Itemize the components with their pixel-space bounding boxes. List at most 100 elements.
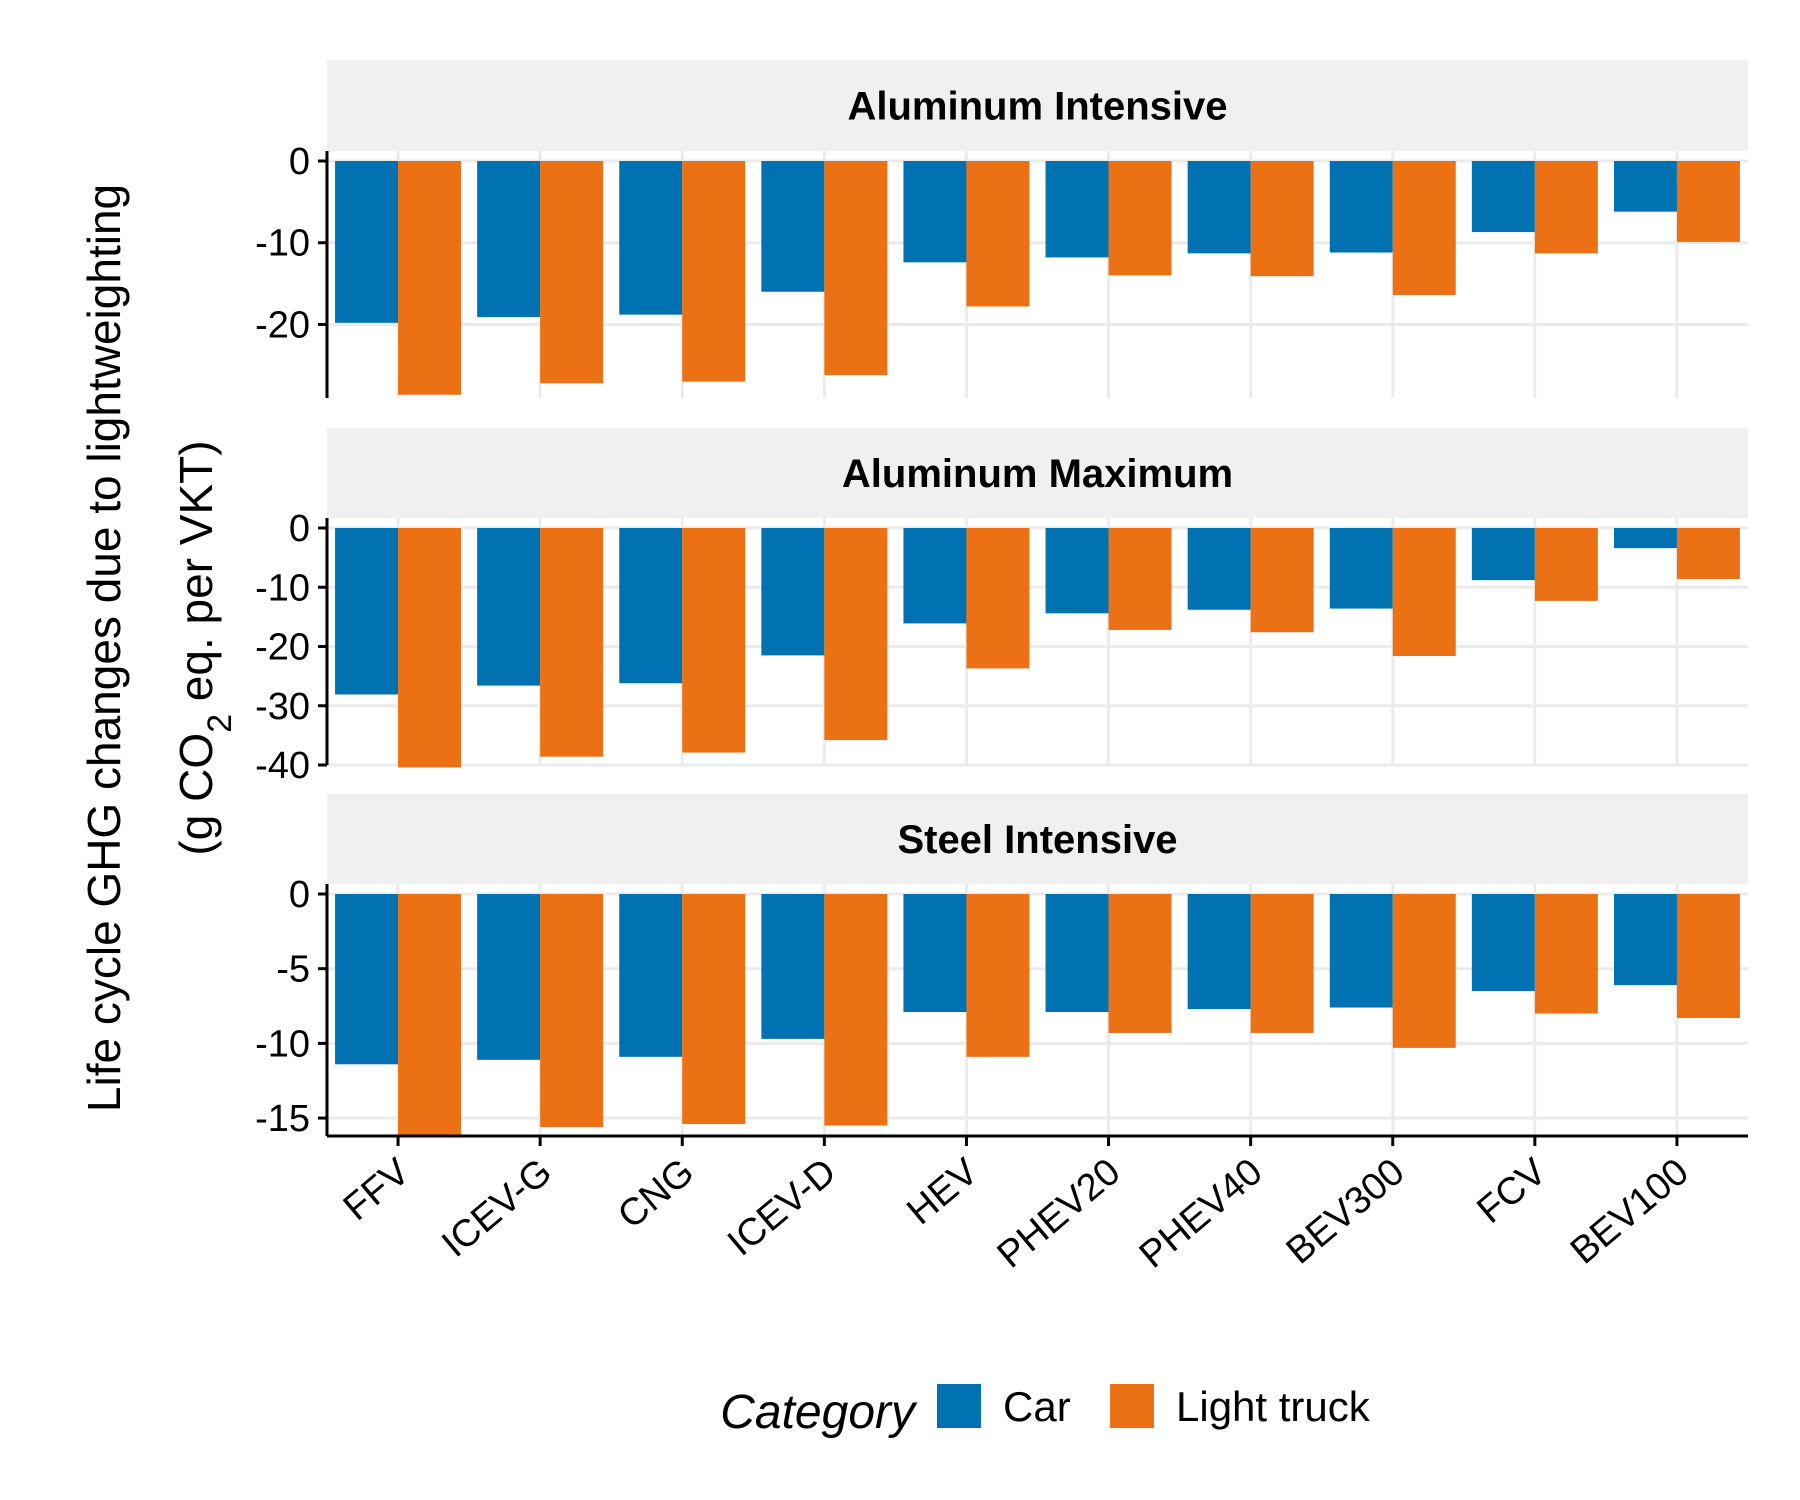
y-tick-label: -10 <box>255 223 310 265</box>
bar-aluminum-intensive-ffv-car <box>335 161 399 323</box>
bar-steel-intensive-hev-light-truck <box>966 894 1030 1057</box>
bar-steel-intensive-icev-d-car <box>761 894 825 1039</box>
x-tick-label-hev: HEV <box>899 1150 986 1233</box>
x-tick-label-icev-d: ICEV-D <box>720 1151 844 1265</box>
y-tick-label: -10 <box>255 567 310 609</box>
bar-aluminum-maximum-icev-g-car <box>477 528 541 686</box>
facet-strip <box>327 794 1748 884</box>
bar-steel-intensive-fcv-light-truck <box>1534 894 1598 1014</box>
y-tick-label: 0 <box>289 141 310 183</box>
legend-title: Category <box>720 1386 918 1439</box>
x-tick-label-icev-g: ICEV-G <box>434 1151 560 1266</box>
bar-aluminum-maximum-phev20-light-truck <box>1108 528 1172 630</box>
bar-aluminum-maximum-bev100-light-truck <box>1676 528 1740 579</box>
bar-steel-intensive-icev-d-light-truck <box>824 894 888 1126</box>
x-tick-label-phev20: PHEV20 <box>990 1151 1129 1277</box>
facet-title: Steel Intensive <box>897 818 1177 862</box>
y-tick-label: -30 <box>255 686 310 728</box>
bar-steel-intensive-bev100-light-truck <box>1676 894 1740 1018</box>
bar-aluminum-maximum-fcv-car <box>1471 528 1535 581</box>
bar-steel-intensive-bev300-light-truck <box>1392 894 1456 1048</box>
x-tick-label-bev100: BEV100 <box>1563 1151 1697 1273</box>
y-tick-label: -20 <box>255 304 310 346</box>
bar-aluminum-intensive-phev40-light-truck <box>1250 161 1314 277</box>
bar-aluminum-maximum-fcv-light-truck <box>1534 528 1598 601</box>
bar-steel-intensive-fcv-car <box>1471 894 1535 992</box>
bar-aluminum-maximum-hev-car <box>903 528 967 624</box>
bar-aluminum-intensive-fcv-car <box>1471 161 1535 233</box>
bar-steel-intensive-bev100-car <box>1613 894 1677 986</box>
legend-label-light-truck: Light truck <box>1176 1383 1371 1430</box>
facet-title: Aluminum Intensive <box>847 85 1227 129</box>
bar-steel-intensive-icev-g-car <box>477 894 541 1060</box>
bar-aluminum-intensive-phev20-light-truck <box>1108 161 1172 276</box>
bar-aluminum-maximum-cng-car <box>619 528 683 684</box>
x-tick-label-phev40: PHEV40 <box>1132 1151 1271 1277</box>
bar-steel-intensive-phev40-light-truck <box>1250 894 1314 1033</box>
legend-key-car <box>937 1384 981 1428</box>
bar-aluminum-intensive-icev-d-car <box>761 161 825 292</box>
bar-aluminum-intensive-hev-light-truck <box>966 161 1030 307</box>
x-tick-label-ffv: FFV <box>336 1150 418 1229</box>
bar-aluminum-intensive-hev-car <box>903 161 967 263</box>
y-axis-title-line1: Life cycle GHG changes due to lightweigh… <box>78 184 130 1112</box>
x-tick-label-cng: CNG <box>610 1151 702 1237</box>
bar-steel-intensive-icev-g-light-truck <box>540 894 604 1128</box>
bar-aluminum-intensive-icev-d-light-truck <box>824 161 888 376</box>
legend: Category Car Light truck <box>720 1383 1371 1439</box>
facet-aluminum-intensive: Aluminum Intensive 0 -10 -20 <box>255 60 1748 398</box>
bar-aluminum-intensive-ffv-light-truck <box>398 161 462 395</box>
legend-label-car: Car <box>1003 1383 1071 1430</box>
bar-aluminum-maximum-icev-d-light-truck <box>824 528 888 741</box>
bar-aluminum-intensive-bev100-light-truck <box>1676 161 1740 242</box>
bar-steel-intensive-ffv-car <box>335 894 399 1065</box>
bar-aluminum-maximum-ffv-light-truck <box>398 528 462 768</box>
facet-strip <box>327 428 1748 518</box>
x-tick-label-fcv: FCV <box>1469 1150 1555 1231</box>
bar-aluminum-maximum-icev-g-light-truck <box>540 528 604 757</box>
x-axis: FFV ICEV-G CNG ICEV-D HEV PHEV20 PHEV40 BEV300 F… <box>336 1136 1697 1277</box>
bar-aluminum-intensive-cng-light-truck <box>682 161 746 382</box>
bar-aluminum-maximum-cng-light-truck <box>682 528 746 753</box>
y-tick-label: -15 <box>255 1098 310 1140</box>
bar-steel-intensive-cng-car <box>619 894 683 1057</box>
bar-aluminum-intensive-bev300-car <box>1329 161 1393 253</box>
bar-aluminum-maximum-hev-light-truck <box>966 528 1030 669</box>
bar-aluminum-intensive-bev300-light-truck <box>1392 161 1456 296</box>
y-tick-label: -40 <box>255 745 310 787</box>
y-axis-title-line2: (g CO2 eq. per VKT) <box>170 440 239 855</box>
bar-aluminum-maximum-phev40-car <box>1187 528 1251 610</box>
facet-aluminum-maximum: Aluminum Maximum 0 -10 -20 -30 -40 <box>255 428 1748 787</box>
bar-steel-intensive-cng-light-truck <box>682 894 746 1125</box>
bar-aluminum-maximum-bev300-car <box>1329 528 1393 609</box>
facet-strip <box>327 60 1748 151</box>
y-tick-label: 0 <box>289 508 310 550</box>
bar-aluminum-intensive-phev20-car <box>1045 161 1109 258</box>
bar-steel-intensive-bev300-car <box>1329 894 1393 1008</box>
bar-aluminum-maximum-bev300-light-truck <box>1392 528 1456 656</box>
bar-aluminum-maximum-phev40-light-truck <box>1250 528 1314 633</box>
y-tick-label: -5 <box>276 949 310 991</box>
y-tick-label: -10 <box>255 1023 310 1065</box>
bar-aluminum-maximum-phev20-car <box>1045 528 1109 614</box>
bar-aluminum-intensive-phev40-car <box>1187 161 1251 254</box>
bar-steel-intensive-hev-car <box>903 894 967 1013</box>
bar-aluminum-intensive-cng-car <box>619 161 683 315</box>
y-tick-label: 0 <box>289 874 310 916</box>
bar-aluminum-intensive-icev-g-light-truck <box>540 161 604 384</box>
bar-aluminum-maximum-ffv-car <box>335 528 399 695</box>
bar-steel-intensive-phev20-car <box>1045 894 1109 1013</box>
x-tick-label-bev300: BEV300 <box>1279 1151 1413 1273</box>
legend-key-light-truck <box>1110 1384 1154 1428</box>
bar-aluminum-intensive-icev-g-car <box>477 161 541 318</box>
facet-steel-intensive: Steel Intensive 0 -5 -10 -15 <box>255 794 1748 1140</box>
bar-aluminum-intensive-fcv-light-truck <box>1534 161 1598 254</box>
bar-aluminum-maximum-icev-d-car <box>761 528 825 656</box>
bar-steel-intensive-phev40-car <box>1187 894 1251 1010</box>
y-tick-label: -20 <box>255 627 310 669</box>
facet-title: Aluminum Maximum <box>842 452 1233 496</box>
bar-steel-intensive-phev20-light-truck <box>1108 894 1172 1033</box>
bar-aluminum-intensive-bev100-car <box>1613 161 1677 212</box>
